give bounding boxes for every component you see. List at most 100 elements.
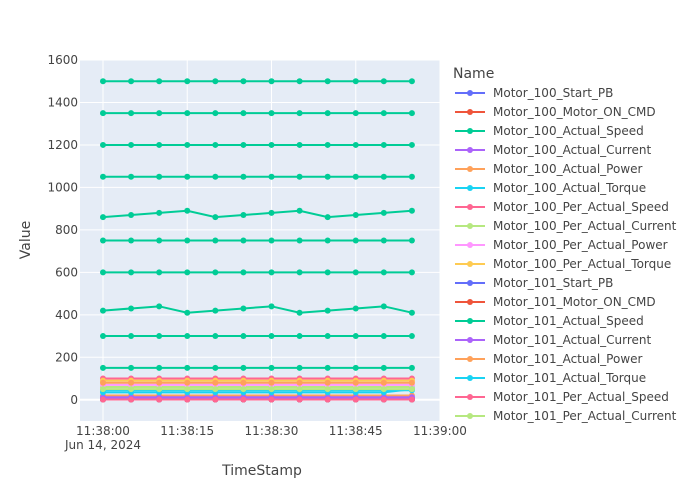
data-point[interactable] xyxy=(240,333,246,339)
data-point[interactable] xyxy=(381,333,387,339)
data-point[interactable] xyxy=(128,365,134,371)
data-point[interactable] xyxy=(100,238,106,244)
data-point[interactable] xyxy=(184,365,190,371)
data-point[interactable] xyxy=(297,310,303,316)
legend-item[interactable]: Motor_100_Per_Actual_Power xyxy=(455,238,668,252)
data-point[interactable] xyxy=(409,365,415,371)
legend-item[interactable]: Motor_100_Actual_Torque xyxy=(455,181,646,195)
data-point[interactable] xyxy=(240,269,246,275)
data-point[interactable] xyxy=(156,397,162,403)
data-point[interactable] xyxy=(409,333,415,339)
data-point[interactable] xyxy=(212,380,218,386)
legend-item[interactable]: Motor_100_Per_Actual_Torque xyxy=(455,257,671,271)
data-point[interactable] xyxy=(325,238,331,244)
data-point[interactable] xyxy=(128,78,134,84)
data-point[interactable] xyxy=(128,212,134,218)
data-point[interactable] xyxy=(297,174,303,180)
data-point[interactable] xyxy=(353,269,359,275)
data-point[interactable] xyxy=(381,269,387,275)
data-point[interactable] xyxy=(184,78,190,84)
data-point[interactable] xyxy=(297,110,303,116)
data-point[interactable] xyxy=(128,386,134,392)
data-point[interactable] xyxy=(325,214,331,220)
data-point[interactable] xyxy=(297,365,303,371)
data-point[interactable] xyxy=(381,397,387,403)
data-point[interactable] xyxy=(100,333,106,339)
data-point[interactable] xyxy=(184,397,190,403)
data-point[interactable] xyxy=(409,110,415,116)
data-point[interactable] xyxy=(240,380,246,386)
data-point[interactable] xyxy=(269,78,275,84)
data-point[interactable] xyxy=(325,386,331,392)
data-point[interactable] xyxy=(156,174,162,180)
data-point[interactable] xyxy=(240,365,246,371)
data-point[interactable] xyxy=(184,238,190,244)
data-point[interactable] xyxy=(325,174,331,180)
data-point[interactable] xyxy=(269,380,275,386)
data-point[interactable] xyxy=(353,174,359,180)
data-point[interactable] xyxy=(353,78,359,84)
legend-item[interactable]: Motor_101_Per_Actual_Current xyxy=(455,409,677,423)
data-point[interactable] xyxy=(212,142,218,148)
data-point[interactable] xyxy=(100,269,106,275)
data-point[interactable] xyxy=(381,78,387,84)
legend-item[interactable]: Motor_100_Actual_Current xyxy=(455,143,652,157)
data-point[interactable] xyxy=(353,386,359,392)
data-point[interactable] xyxy=(240,142,246,148)
data-point[interactable] xyxy=(156,333,162,339)
legend-item[interactable]: Motor_100_Actual_Power xyxy=(455,162,643,176)
data-point[interactable] xyxy=(297,397,303,403)
data-point[interactable] xyxy=(325,380,331,386)
data-point[interactable] xyxy=(353,110,359,116)
data-point[interactable] xyxy=(100,174,106,180)
data-point[interactable] xyxy=(128,333,134,339)
data-point[interactable] xyxy=(269,269,275,275)
data-point[interactable] xyxy=(156,386,162,392)
data-point[interactable] xyxy=(184,208,190,214)
data-point[interactable] xyxy=(269,238,275,244)
data-point[interactable] xyxy=(100,110,106,116)
data-point[interactable] xyxy=(240,305,246,311)
data-point[interactable] xyxy=(128,238,134,244)
data-point[interactable] xyxy=(353,238,359,244)
data-point[interactable] xyxy=(409,174,415,180)
data-point[interactable] xyxy=(100,397,106,403)
data-point[interactable] xyxy=(128,305,134,311)
data-point[interactable] xyxy=(325,365,331,371)
data-point[interactable] xyxy=(128,174,134,180)
data-point[interactable] xyxy=(212,365,218,371)
data-point[interactable] xyxy=(269,210,275,216)
data-point[interactable] xyxy=(381,386,387,392)
data-point[interactable] xyxy=(128,397,134,403)
legend-item[interactable]: Motor_101_Motor_ON_CMD xyxy=(455,295,656,309)
data-point[interactable] xyxy=(409,380,415,386)
data-point[interactable] xyxy=(381,110,387,116)
data-point[interactable] xyxy=(381,174,387,180)
data-point[interactable] xyxy=(381,380,387,386)
data-point[interactable] xyxy=(325,333,331,339)
data-point[interactable] xyxy=(381,303,387,309)
data-point[interactable] xyxy=(240,386,246,392)
data-point[interactable] xyxy=(240,174,246,180)
data-point[interactable] xyxy=(269,174,275,180)
legend-item[interactable]: Motor_100_Actual_Speed xyxy=(455,124,644,138)
data-point[interactable] xyxy=(353,397,359,403)
legend-item[interactable]: Motor_100_Motor_ON_CMD xyxy=(455,105,656,119)
data-point[interactable] xyxy=(156,365,162,371)
data-point[interactable] xyxy=(156,142,162,148)
data-point[interactable] xyxy=(212,308,218,314)
data-point[interactable] xyxy=(240,238,246,244)
data-point[interactable] xyxy=(212,78,218,84)
data-point[interactable] xyxy=(297,142,303,148)
data-point[interactable] xyxy=(212,214,218,220)
legend-item[interactable]: Motor_100_Start_PB xyxy=(455,86,613,100)
data-point[interactable] xyxy=(156,78,162,84)
data-point[interactable] xyxy=(100,308,106,314)
data-point[interactable] xyxy=(128,269,134,275)
legend-item[interactable]: Motor_101_Per_Actual_Speed xyxy=(455,390,669,404)
data-point[interactable] xyxy=(353,142,359,148)
data-point[interactable] xyxy=(409,142,415,148)
data-point[interactable] xyxy=(297,269,303,275)
data-point[interactable] xyxy=(184,333,190,339)
data-point[interactable] xyxy=(156,110,162,116)
